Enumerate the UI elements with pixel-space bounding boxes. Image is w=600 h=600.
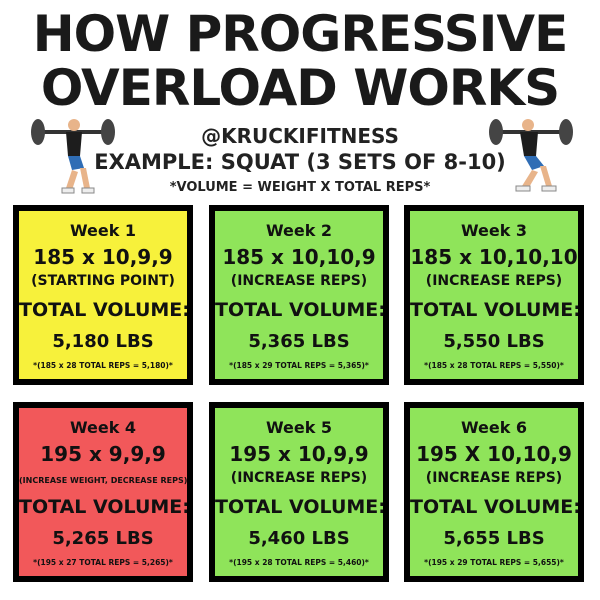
squat-figure-icon bbox=[31, 119, 115, 194]
sets-reps: 195 x 10,9,9 bbox=[229, 442, 369, 466]
total-volume-value: 5,460 LBS bbox=[248, 528, 350, 549]
progression-note: (INCREASE REPS) bbox=[230, 273, 368, 289]
volume-calculation: *(195 x 27 TOTAL REPS = 5,265)* bbox=[33, 558, 173, 567]
total-volume-value: 5,655 LBS bbox=[443, 528, 545, 549]
sets-reps: 185 x 10,10,9 bbox=[222, 245, 376, 269]
progression-note: (INCREASE WEIGHT, DECREASE REPS) bbox=[19, 476, 188, 485]
volume-calculation: *(195 x 28 TOTAL REPS = 5,460)* bbox=[229, 558, 369, 567]
week-card: Week 5 195 x 10,9,9 (INCREASE REPS) TOTA… bbox=[209, 402, 389, 582]
squat-figure-icon bbox=[489, 119, 573, 192]
total-volume-label: TOTAL VOLUME: bbox=[410, 496, 581, 518]
progression-note: (INCREASE REPS) bbox=[230, 470, 368, 486]
author-handle: @KRUCKIFITNESS bbox=[201, 124, 399, 148]
volume-calculation: *(185 x 28 TOTAL REPS = 5,180)* bbox=[33, 361, 173, 370]
progression-note: (INCREASE REPS) bbox=[425, 470, 563, 486]
sets-reps: 195 x 9,9,9 bbox=[40, 442, 166, 466]
total-volume-value: 5,550 LBS bbox=[443, 331, 545, 352]
week-card: Week 1 185 x 10,9,9 (STARTING POINT) TOT… bbox=[13, 205, 193, 385]
week-label: Week 5 bbox=[265, 418, 333, 437]
total-volume-value: 5,180 LBS bbox=[52, 331, 154, 352]
week-card: Week 3 185 x 10,10,10 (INCREASE REPS) TO… bbox=[404, 205, 584, 385]
total-volume-value: 5,365 LBS bbox=[248, 331, 350, 352]
title-line-2: OVERLOAD WORKS bbox=[40, 59, 560, 117]
volume-calculation: *(185 x 28 TOTAL REPS = 5,550)* bbox=[424, 361, 564, 370]
total-volume-value: 5,265 LBS bbox=[52, 528, 154, 549]
total-volume-label: TOTAL VOLUME: bbox=[19, 496, 190, 518]
volume-calculation: *(185 x 29 TOTAL REPS = 5,365)* bbox=[229, 361, 369, 370]
sets-reps: 185 x 10,9,9 bbox=[33, 245, 173, 269]
volume-calculation: *(195 x 29 TOTAL REPS = 5,655)* bbox=[424, 558, 564, 567]
week-label: Week 1 bbox=[69, 221, 137, 240]
week-card: Week 6 195 X 10,10,9 (INCREASE REPS) TOT… bbox=[404, 402, 584, 582]
title-line-1: HOW PROGRESSIVE bbox=[32, 5, 569, 63]
total-volume-label: TOTAL VOLUME: bbox=[19, 299, 190, 321]
sets-reps: 185 x 10,10,10 bbox=[410, 245, 578, 269]
progression-note: (INCREASE REPS) bbox=[425, 273, 563, 289]
progression-note: (STARTING POINT) bbox=[31, 273, 175, 289]
week-label: Week 4 bbox=[69, 418, 137, 437]
example-subtitle: EXAMPLE: SQUAT (3 SETS OF 8-10) bbox=[94, 150, 506, 174]
week-card: Week 4 195 x 9,9,9 (INCREASE WEIGHT, DEC… bbox=[13, 402, 193, 582]
volume-formula: *VOLUME = WEIGHT X TOTAL REPS* bbox=[169, 180, 431, 195]
week-label: Week 6 bbox=[460, 418, 528, 437]
sets-reps: 195 X 10,10,9 bbox=[416, 442, 572, 466]
week-label: Week 3 bbox=[460, 221, 528, 240]
week-card: Week 2 185 x 10,10,9 (INCREASE REPS) TOT… bbox=[209, 205, 389, 385]
week-label: Week 2 bbox=[265, 221, 333, 240]
total-volume-label: TOTAL VOLUME: bbox=[215, 299, 386, 321]
total-volume-label: TOTAL VOLUME: bbox=[410, 299, 581, 321]
total-volume-label: TOTAL VOLUME: bbox=[215, 496, 386, 518]
